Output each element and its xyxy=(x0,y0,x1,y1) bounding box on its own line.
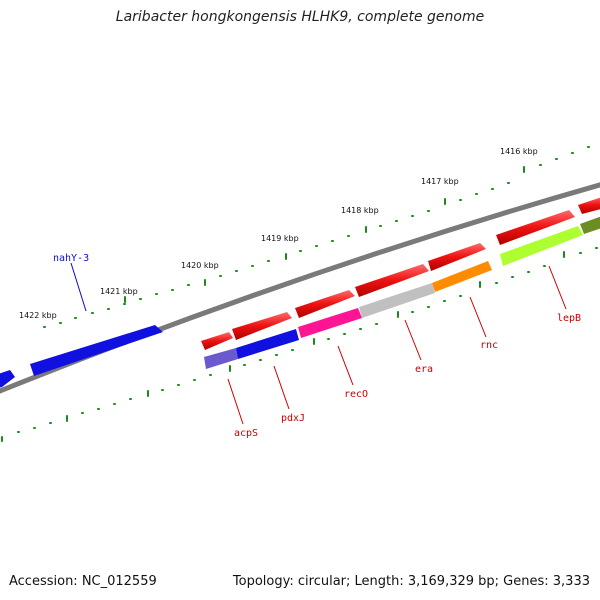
leader-nahY-3 xyxy=(70,262,87,312)
scale-label-1417: 1417 kbp xyxy=(421,177,459,186)
label-leaders xyxy=(70,262,567,425)
gene-label-nahY-3: nahY-3 xyxy=(53,253,89,264)
map-title: Laribacter hongkongensis HLHK9, complete… xyxy=(115,9,485,25)
accession-text: Accession: NC_012559 xyxy=(9,574,157,589)
leader-pdxJ xyxy=(273,365,290,410)
cds-olive[interactable] xyxy=(580,215,600,234)
leader-recO xyxy=(337,345,354,386)
inner-strand-genes xyxy=(204,215,600,369)
cds-rnc[interactable] xyxy=(432,261,492,292)
genome-backbone xyxy=(0,182,600,394)
gene-label-recO: recO xyxy=(344,389,368,400)
leader-era xyxy=(404,319,422,361)
cds-blue-left-edge[interactable] xyxy=(0,370,15,388)
cds-red-1[interactable] xyxy=(201,332,233,350)
gene-label-acpS: acpS xyxy=(234,428,258,439)
cds-recO[interactable] xyxy=(298,308,362,338)
gene-label-pdxJ: pdxJ xyxy=(281,413,305,424)
cds-red-2[interactable] xyxy=(232,312,292,340)
scale-label-1416: 1416 kbp xyxy=(500,147,538,156)
scale-label-1422: 1422 kbp xyxy=(19,311,57,320)
leader-acpS xyxy=(227,378,244,425)
cds-red-6[interactable] xyxy=(496,210,575,245)
scale-label-1420: 1420 kbp xyxy=(181,261,219,270)
outer-scale-ticks xyxy=(43,146,590,328)
cds-red-7[interactable] xyxy=(578,196,600,214)
cds-red-4[interactable] xyxy=(355,264,429,297)
scale-label-1419: 1419 kbp xyxy=(261,234,299,243)
cds-era[interactable] xyxy=(359,283,435,318)
leader-rnc xyxy=(469,296,487,338)
scale-label-1418: 1418 kbp xyxy=(341,206,379,215)
cds-red-5[interactable] xyxy=(428,243,486,271)
outer-strand-genes xyxy=(0,196,600,388)
cds-lepB[interactable] xyxy=(500,226,583,266)
inner-scale-ticks xyxy=(1,247,598,442)
scale-labels: 1416 kbp 1417 kbp 1418 kbp 1419 kbp 1420… xyxy=(19,147,538,320)
genome-summary-text: Topology: circular; Length: 3,169,329 bp… xyxy=(232,574,590,589)
cds-red-3[interactable] xyxy=(295,290,355,318)
gene-label-lepB: lepB xyxy=(557,313,581,324)
gene-labels: nahY-3 acpS pdxJ recO era rnc lepB xyxy=(53,253,581,439)
cds-pdxJ[interactable] xyxy=(236,329,299,359)
scale-label-1421: 1421 kbp xyxy=(100,287,138,296)
gene-label-rnc: rnc xyxy=(480,340,498,351)
gene-label-era: era xyxy=(415,364,433,375)
cds-acpS[interactable] xyxy=(204,348,238,369)
leader-lepB xyxy=(548,265,567,310)
cds-nahY-3[interactable] xyxy=(30,325,163,376)
